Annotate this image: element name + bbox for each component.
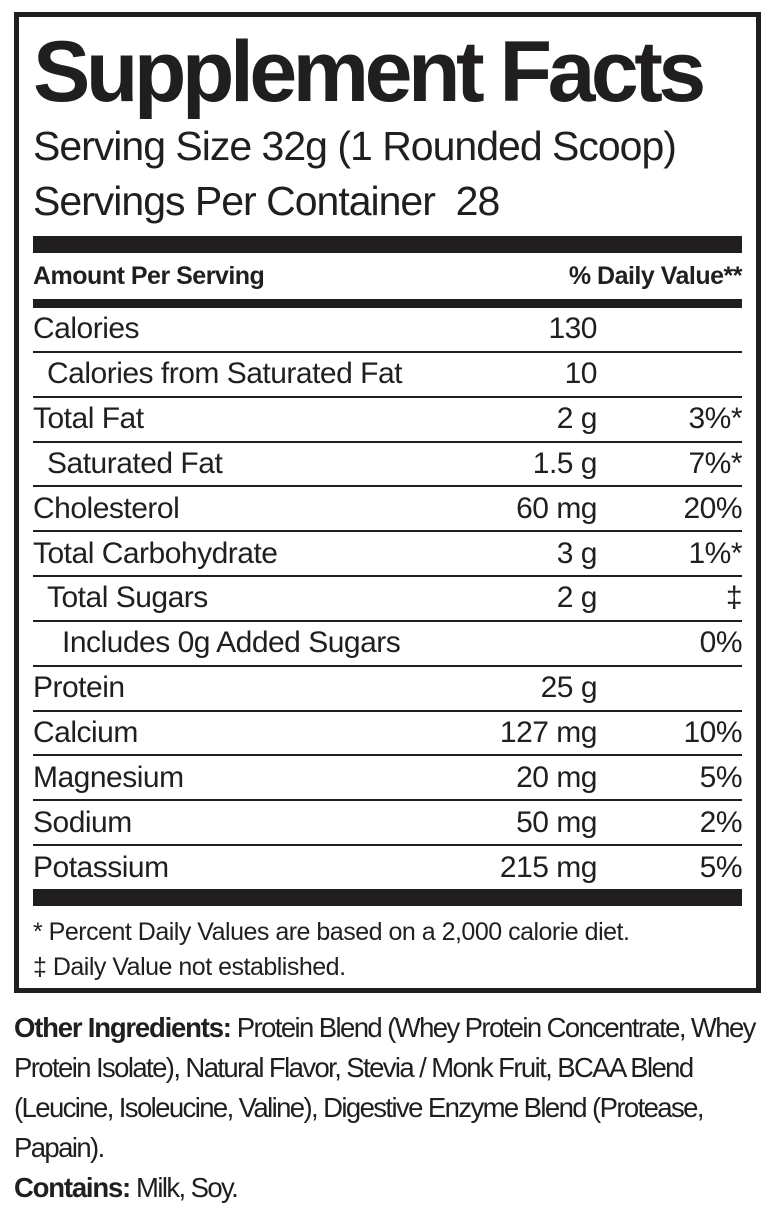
row-amount: 60 mg: [516, 491, 597, 525]
row-dv: 1%*: [688, 536, 742, 570]
row-amount: 20 mg: [516, 760, 597, 794]
contains-label: Contains:: [14, 1172, 131, 1203]
row-dv: 5%: [699, 760, 743, 794]
row-amount: 2 g: [556, 581, 598, 615]
table-row: Sodium 50 mg 2%: [33, 801, 743, 847]
row-amount: 130: [548, 312, 597, 346]
row-label: Includes 0g Added Sugars: [62, 626, 401, 660]
other-ingredients-label: Other Ingredients:: [14, 1012, 232, 1043]
row-amount: 2 g: [556, 402, 598, 436]
row-label: Total Sugars: [47, 581, 208, 615]
table-row: Total Carbohydrate 3 g 1%*: [33, 532, 743, 578]
row-dv: 0%: [699, 626, 743, 660]
panel-title: Supplement Facts: [33, 24, 706, 120]
row-dv: 10%: [683, 716, 742, 750]
row-dv: 5%: [699, 850, 743, 884]
footnotes: * Percent Daily Values are based on a 2,…: [33, 915, 742, 985]
divider-thick-top: [33, 236, 742, 253]
table-row: Total Fat 2 g 3%*: [33, 398, 743, 443]
contains-text: Milk, Soy.: [130, 1172, 239, 1203]
other-ingredients-text: Protein Blend (Whey Protein Concentrate,…: [14, 1012, 756, 1163]
servings-per-container-line: Servings Per Container 28: [33, 178, 500, 224]
table-row: Calcium 127 mg 10%: [33, 712, 743, 757]
row-amount: 50 mg: [516, 805, 597, 839]
supplement-facts-panel: Supplement Facts Serving Size 32g (1 Rou…: [14, 12, 761, 993]
footnote-not-established: ‡ Daily Value not established.: [33, 953, 346, 981]
contains-paragraph: Contains: Milk, Soy.: [14, 1168, 766, 1208]
table-row: Total Sugars 2 g ‡: [33, 577, 743, 622]
amount-per-serving-header: Amount Per Serving: [33, 261, 265, 290]
row-amount: 1.5 g: [532, 446, 598, 480]
row-label: Calories: [33, 312, 140, 346]
other-ingredients-paragraph: Other Ingredients: Protein Blend (Whey P…: [14, 1008, 766, 1168]
table-row: Potassium 215 mg 5%: [33, 846, 743, 889]
facts-rows: Calories 130 Calories from Saturated Fat 10…: [33, 308, 743, 889]
row-label: Protein: [33, 671, 125, 705]
row-dv: 3%*: [688, 402, 742, 436]
table-row: Magnesium 20 mg 5%: [33, 756, 743, 802]
table-row: Calories 130: [33, 308, 742, 353]
row-amount: 215 mg: [499, 850, 598, 884]
row-amount: 10: [564, 357, 598, 391]
table-row: Cholesterol 60 mg 20%: [33, 487, 743, 533]
row-label: Total Carbohydrate: [33, 536, 278, 570]
row-label: Potassium: [33, 850, 169, 884]
footnote-percent-dv: * Percent Daily Values are based on a 2,…: [33, 918, 630, 946]
table-row: Includes 0g Added Sugars 0%: [33, 622, 743, 667]
row-label: Magnesium: [33, 760, 184, 794]
row-label: Saturated Fat: [47, 446, 223, 480]
divider-medium: [33, 299, 742, 308]
table-row: Protein 25 g: [33, 667, 742, 712]
table-row: Calories from Saturated Fat 10: [33, 353, 742, 398]
row-label: Sodium: [33, 805, 132, 839]
row-label: Calcium: [33, 716, 138, 750]
row-dv: 2%: [699, 805, 743, 839]
ingredients-section: Other Ingredients: Protein Blend (Whey P…: [14, 1008, 766, 1208]
row-label: Cholesterol: [33, 491, 180, 525]
row-label: Total Fat: [33, 402, 144, 436]
serving-size-line: Serving Size 32g (1 Rounded Scoop): [33, 123, 677, 169]
row-label: Calories from Saturated Fat: [47, 357, 402, 391]
row-amount: 25 g: [540, 671, 598, 705]
table-row: Saturated Fat 1.5 g 7%*: [33, 443, 743, 488]
row-dv: ‡: [725, 581, 743, 615]
row-dv: 20%: [683, 491, 742, 525]
daily-value-header: % Daily Value**: [568, 261, 743, 290]
row-amount: 3 g: [556, 536, 598, 570]
divider-thick-bottom: [33, 889, 742, 906]
row-amount: 127 mg: [499, 716, 598, 750]
table-header-row: Amount Per Serving % Daily Value**: [33, 253, 743, 299]
row-dv: 7%*: [688, 446, 742, 480]
